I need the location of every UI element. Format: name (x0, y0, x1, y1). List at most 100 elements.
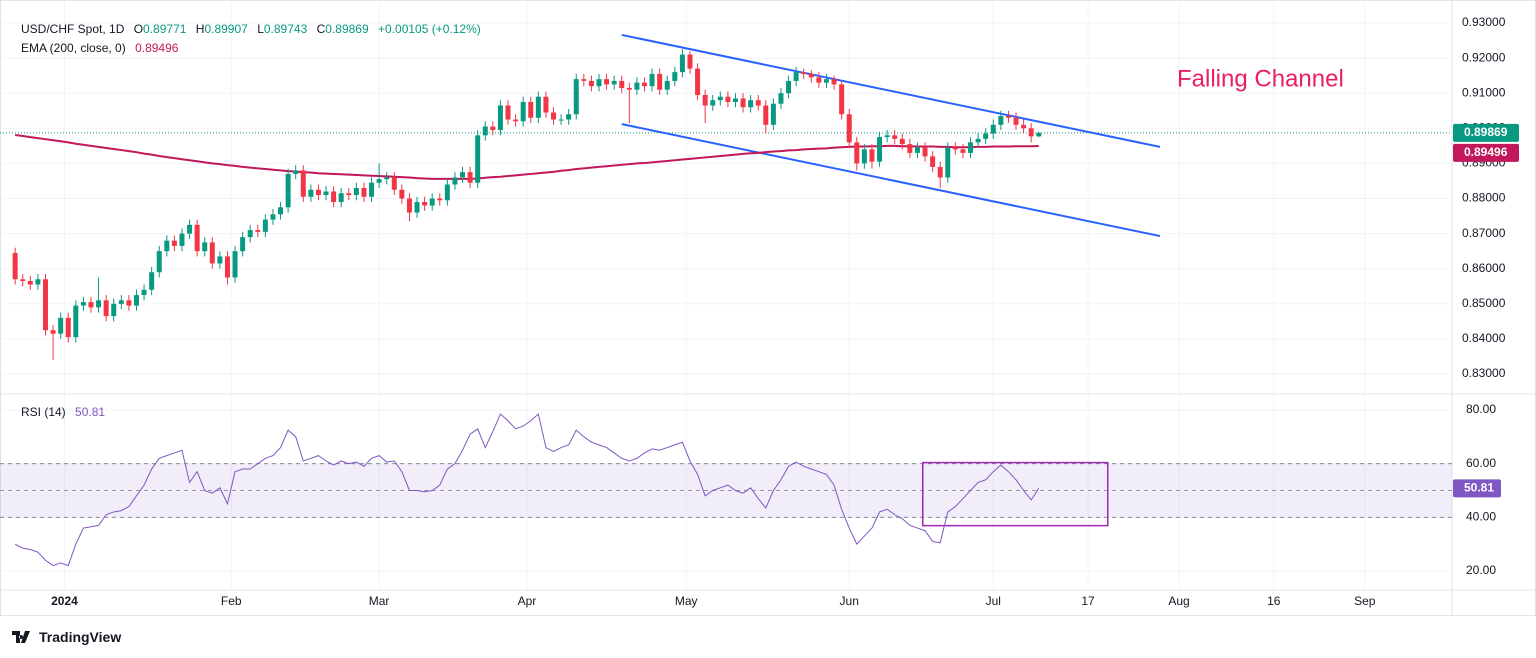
rsi-value: 50.81 (75, 405, 106, 419)
candle-body (270, 214, 276, 220)
rsi-line (14, 413, 1040, 567)
candle-body (573, 79, 579, 115)
candle-body (315, 189, 321, 196)
price-tag (1453, 123, 1519, 142)
price-tag-label: 0.89869 (1464, 125, 1508, 139)
y-tick-label: 60.00 (1466, 456, 1496, 470)
legend-value: 0.89869 (325, 22, 369, 36)
candle-body (808, 73, 814, 78)
candle-body (20, 279, 26, 282)
candle-body (892, 135, 898, 139)
candle-body (763, 105, 769, 125)
x-tick-label: Mar (369, 594, 390, 608)
candle-body (247, 230, 253, 238)
y-tick-label: 0.91000 (1462, 85, 1506, 99)
candle-body (1013, 117, 1019, 125)
candle-body (732, 98, 738, 102)
candle-body (80, 302, 86, 306)
ema-legend: EMA (200, close, 0) 0.89496 (21, 41, 178, 55)
candle-body (293, 170, 299, 174)
candle-body (505, 105, 511, 120)
candle-body (141, 289, 147, 296)
channel-line (621, 123, 1161, 238)
candle-body (414, 202, 420, 213)
candle-body (262, 219, 268, 232)
legend-label: O (133, 22, 144, 36)
rsi-name: RSI (14) (21, 405, 66, 419)
legend-change: +0.00105 (+0.12%) (378, 22, 481, 36)
annotation: Falling Channel (1177, 65, 1344, 92)
candle-body (202, 242, 208, 252)
candle-body (786, 80, 792, 94)
candle-body (1021, 124, 1027, 129)
candle-body (535, 96, 541, 118)
rsi-tag-label: 50.81 (1464, 480, 1494, 494)
candle-body (50, 330, 56, 334)
candle-body (687, 54, 693, 69)
candle-body (444, 184, 450, 201)
candle-body (968, 142, 974, 153)
candle-body (429, 198, 435, 206)
candle-body (960, 149, 966, 153)
legend-label: H (195, 22, 205, 36)
candle-body (755, 100, 761, 106)
ema-line (15, 133, 1039, 180)
candle-body (664, 80, 670, 90)
candle-body (58, 317, 64, 334)
y-tick-label: 40.00 (1466, 509, 1496, 523)
candle-body (194, 224, 200, 252)
x-tick-label: Feb (221, 594, 242, 608)
candle-body (391, 177, 397, 190)
candle-body (952, 147, 958, 150)
candle-body (482, 126, 488, 136)
candle-body (801, 72, 807, 74)
highlight-box (922, 461, 1109, 527)
candle-body (12, 252, 18, 280)
ema-name: EMA (200, close, 0) (21, 41, 126, 55)
candle-body (452, 177, 458, 185)
candle-body (861, 149, 867, 164)
candle-body (406, 198, 412, 213)
symbol: USD/CHF Spot, 1D (21, 22, 125, 36)
x-tick-label: 2024 (51, 594, 78, 608)
candle-body (641, 82, 647, 87)
brand-logo (12, 631, 30, 643)
brand: TradingView (12, 629, 121, 645)
ema-value: 0.89496 (135, 41, 179, 55)
candle-body (331, 191, 337, 203)
y-tick-label: 0.88000 (1462, 191, 1506, 205)
candle-body (149, 272, 155, 290)
candle-body (88, 302, 94, 308)
candle-body (604, 79, 610, 85)
y-tick-label: 0.87000 (1462, 226, 1506, 240)
candle-body (877, 137, 883, 162)
candle-body (672, 72, 678, 81)
legend-label: C (316, 22, 326, 36)
candle-body (649, 73, 655, 87)
candle-body (793, 72, 799, 81)
candle-body (437, 198, 443, 201)
rsi-legend: RSI (14) 50.81 (21, 405, 105, 419)
candle-body (96, 300, 102, 308)
candle-body (475, 135, 481, 183)
candle-body (164, 240, 170, 252)
x-tick-label: Sep (1354, 594, 1376, 608)
x-tick-label: 17 (1081, 594, 1095, 608)
candle-body (899, 138, 905, 145)
candle-body (361, 187, 367, 197)
candle-body (369, 182, 375, 197)
candle-body (323, 191, 329, 196)
candle-body (930, 156, 936, 167)
candle-body (945, 147, 951, 178)
legend-value: 0.89743 (263, 22, 308, 36)
candle-body (831, 79, 837, 85)
candle-body (384, 177, 390, 180)
legend-label: L (257, 22, 264, 36)
candle-body (1036, 132, 1042, 137)
candle-body (869, 149, 875, 162)
rsi-tag (1453, 479, 1501, 498)
candle-body (111, 303, 117, 317)
candle-body (611, 80, 617, 85)
candle-body (679, 54, 685, 73)
